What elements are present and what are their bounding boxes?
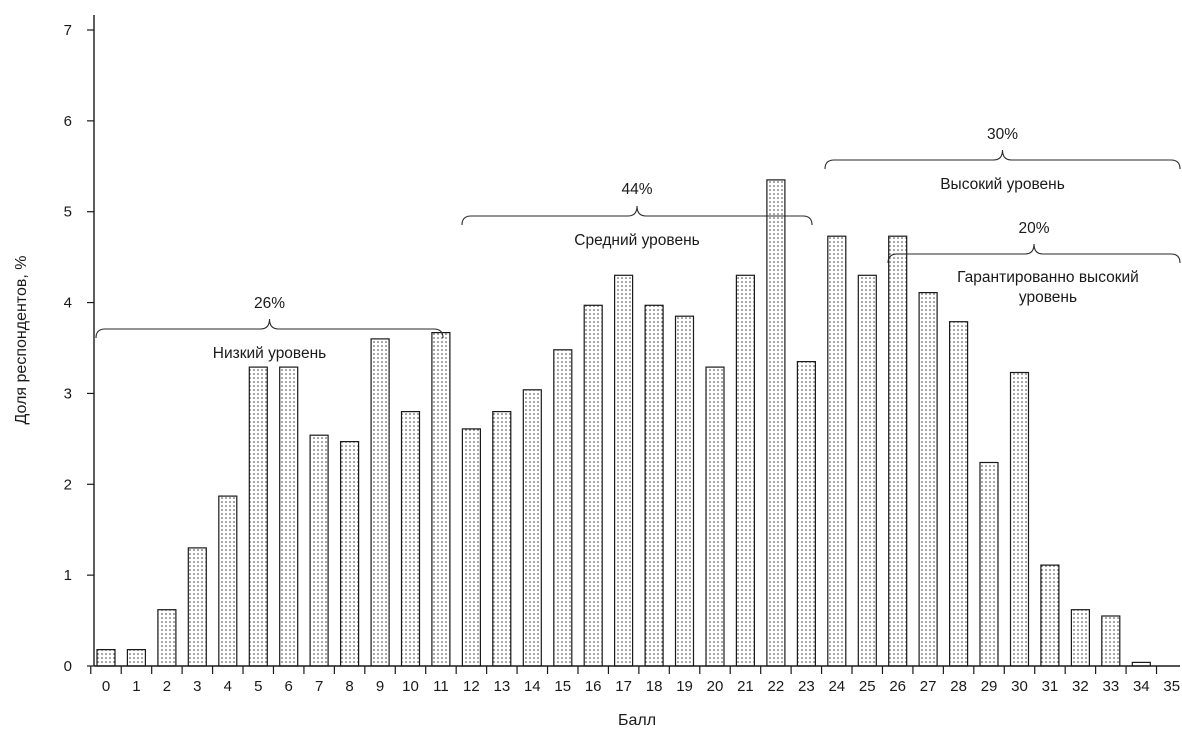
x-tick-label: 12 — [463, 678, 480, 695]
bar — [370, 338, 390, 667]
bar — [644, 304, 664, 667]
x-tick-label: 25 — [859, 678, 876, 695]
bracket-guaranteed — [887, 243, 1181, 264]
x-tick-label: 21 — [737, 678, 754, 695]
y-tick-label: 3 — [64, 385, 72, 402]
bar — [827, 235, 847, 667]
x-tick-label: 10 — [402, 678, 419, 695]
bar — [918, 292, 938, 667]
bar — [857, 274, 877, 667]
bar — [309, 434, 329, 667]
bar — [766, 179, 786, 667]
x-tick-label: 15 — [554, 678, 571, 695]
bar — [1101, 615, 1121, 667]
bar — [126, 648, 147, 667]
bracket-label: Высокий уровень — [940, 176, 1065, 193]
x-tick-label: 28 — [950, 678, 967, 695]
bar — [1009, 371, 1030, 667]
x-tick-label: 27 — [920, 678, 937, 695]
x-tick-label: 33 — [1103, 678, 1120, 695]
x-tick-label: 31 — [1042, 678, 1059, 695]
bar — [948, 321, 969, 667]
bar — [96, 648, 116, 667]
x-tick-label: 26 — [889, 678, 906, 695]
y-tick-label: 2 — [64, 476, 72, 493]
y-tick-label: 4 — [64, 295, 72, 312]
x-tick-label: 7 — [315, 678, 323, 695]
y-tick-label: 7 — [64, 22, 72, 39]
bar — [218, 495, 238, 667]
x-tick-label: 6 — [285, 678, 293, 695]
x-tick-label: 9 — [376, 678, 384, 695]
x-tick-label: 1 — [132, 678, 140, 695]
bar — [340, 441, 360, 667]
bar — [705, 366, 725, 667]
x-tick-label: 3 — [193, 678, 201, 695]
y-tick-label: 0 — [64, 658, 72, 675]
bar — [735, 274, 756, 667]
x-tick-label: 4 — [224, 678, 232, 695]
bar — [888, 235, 908, 667]
bar — [400, 411, 421, 667]
x-tick-label: 2 — [163, 678, 171, 695]
bar — [187, 547, 207, 667]
x-tick-label: 24 — [828, 678, 845, 695]
x-tick-label: 19 — [676, 678, 693, 695]
bar — [553, 349, 573, 667]
x-tick-label: 32 — [1072, 678, 1089, 695]
bar — [248, 366, 268, 667]
bracket-label: Гарантированно высокий — [957, 269, 1139, 286]
bracket-mid — [461, 205, 813, 226]
bracket-high — [824, 149, 1181, 170]
y-axis-label: Доля респондентов, % — [13, 256, 30, 425]
bar — [431, 332, 451, 667]
bracket-label: Средний уровень — [574, 232, 699, 249]
bracket-low — [95, 318, 444, 339]
x-tick-label: 14 — [524, 678, 541, 695]
x-axis-label: Балл — [618, 712, 656, 729]
x-tick-label: 34 — [1133, 678, 1150, 695]
annotations-layer: 26% Низкий уровень 44% Средний уровень 30% Вы… — [95, 126, 1181, 362]
bar — [522, 389, 542, 667]
x-tick-label: 0 — [102, 678, 110, 695]
x-tick-label: 20 — [707, 678, 724, 695]
y-tick-label: 5 — [64, 204, 72, 221]
x-tick-label: 23 — [798, 678, 815, 695]
y-tick-label: 1 — [64, 567, 72, 584]
bar — [461, 428, 481, 667]
bracket-percent: 20% — [1018, 220, 1049, 237]
bars-layer — [96, 179, 1151, 667]
bar — [492, 411, 512, 667]
bar — [796, 361, 817, 667]
bar — [279, 366, 299, 667]
bar — [583, 304, 603, 667]
y-tick-label: 6 — [64, 113, 72, 130]
bar — [979, 461, 999, 667]
bracket-percent: 30% — [987, 126, 1018, 143]
x-tick-label: 16 — [585, 678, 602, 695]
bracket-label: уровень — [1019, 289, 1077, 306]
x-tick-label: 17 — [615, 678, 632, 695]
bar — [1070, 609, 1091, 667]
bar — [674, 315, 695, 667]
bracket-percent: 44% — [621, 181, 652, 198]
x-tick-label: 30 — [1011, 678, 1028, 695]
x-tick-label: 5 — [254, 678, 262, 695]
bar — [157, 609, 177, 667]
x-tick-label: 11 — [433, 678, 449, 695]
x-tick-label: 13 — [494, 678, 511, 695]
bracket-percent: 26% — [254, 295, 285, 312]
x-tick-label: 29 — [981, 678, 998, 695]
x-tick-label: 8 — [345, 678, 353, 695]
bar — [1040, 564, 1060, 667]
bar — [613, 274, 634, 667]
bracket-label: Низкий уровень — [213, 345, 327, 362]
x-tick-label: 18 — [646, 678, 663, 695]
x-tick-label: 22 — [768, 678, 785, 695]
x-tick-label: 35 — [1163, 678, 1180, 695]
